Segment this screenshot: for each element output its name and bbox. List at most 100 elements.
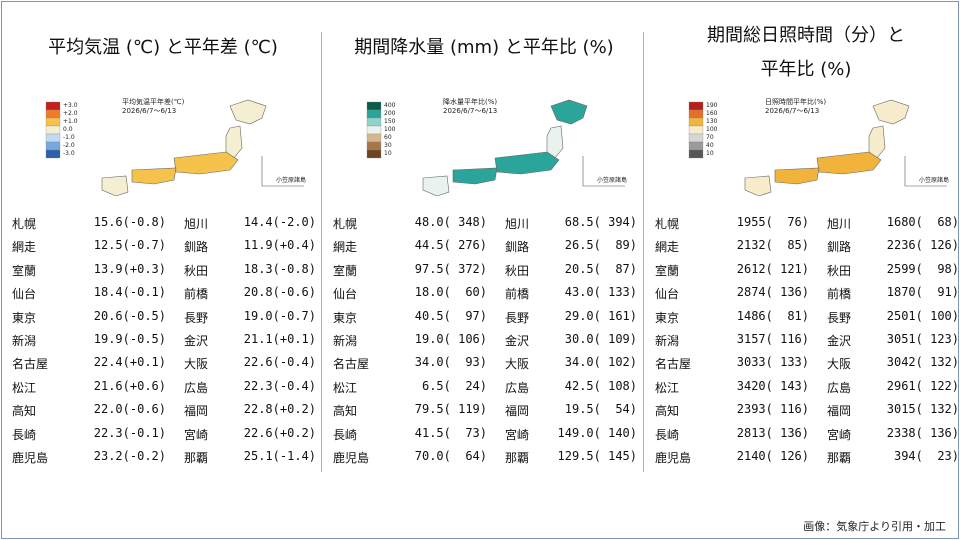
station-value: 15.6(-0.8) [93,215,166,229]
legend-swatch [366,125,382,135]
station-value: 22.8(+0.2) [243,402,316,417]
station-name: 高知 [333,404,358,419]
legend-swatch [45,149,61,159]
table-row: 高知 2393( 116) 福岡 3015( 132) [647,402,960,422]
station-name: 旭川 [184,217,209,231]
station-value: 21.6(+0.6) [93,378,166,393]
legend-swatch [45,109,61,119]
legend-label: 400 [384,102,396,109]
station-name: 松江 [333,380,358,395]
station-name: 釧路 [827,240,852,255]
legend-label: -1.0 [63,134,75,141]
table-row: 新潟 3157( 116) 金沢 3051( 123) [647,332,960,352]
station-value: 21.1(+0.1) [243,332,316,346]
kanto-chubu-region [173,151,239,175]
ogasawara-inset-frame [582,156,625,187]
station-value: 43.0( 133) [564,285,637,300]
station-name: 福岡 [505,404,530,419]
kinki-chugoku-region [774,167,820,185]
station-value: 1955( 76) [736,215,809,229]
legend-label: 100 [706,126,718,133]
station-value: 2236( 126) [886,238,959,253]
station-name: 秋田 [505,263,530,278]
legend-swatch [366,133,382,143]
station-name: 新潟 [333,334,358,348]
table-row: 仙台 2874( 136) 前橋 1870( 91) [647,285,960,305]
table-row: 東京 20.6(-0.5) 長野 19.0(-0.7) [4,309,322,329]
station-name: 長野 [827,310,852,325]
legend-label: 190 [706,102,718,109]
station-name: 那覇 [505,451,530,465]
station-value: 129.5( 145) [557,449,637,463]
panel-title: 期間総日照時間（分）と [707,25,905,46]
station-name: 東京 [12,310,37,325]
station-name: 東京 [333,310,358,325]
station-value: 18.3(-0.8) [243,261,316,276]
station-value: 22.4(+0.1) [93,355,166,370]
legend-label: 200 [384,110,396,117]
station-value: 3033( 133) [736,355,809,370]
station-value: 34.0( 93) [414,355,487,370]
table-row: 室蘭 13.9(+0.3) 秋田 18.3(-0.8) [4,262,322,282]
table-row: 札幌 15.6(-0.8) 旭川 14.4(-2.0) [4,215,322,235]
legend-label: 0.0 [63,126,73,133]
station-name: 広島 [184,380,209,395]
kanto-chubu-region [816,151,882,175]
panel-title: 期間降水量 (mm) と平年比 (%) [354,37,614,58]
tohoku-region [868,125,886,159]
station-value: 14.4(-2.0) [243,215,316,229]
station-name: 高知 [655,404,680,419]
table-row: 網走 2132( 85) 釧路 2236( 126) [647,238,960,258]
station-value: 3015( 132) [886,402,959,417]
ogasawara-label: 小笠原諸島 [919,176,949,184]
table-row: 松江 3420( 143) 広島 2961( 122) [647,379,960,399]
legend-swatch [45,125,61,135]
table-row: 高知 22.0(-0.6) 福岡 22.8(+0.2) [4,402,322,422]
hokkaido-region [550,99,588,125]
station-value: 13.9(+0.3) [93,261,166,276]
precipitation-panel: 期間降水量 (mm) と平年比 (%) 400 200 150 100 60 30 10 降水量… [325,0,643,480]
station-name: 網走 [333,240,358,255]
hokkaido-region [229,99,267,125]
legend-label: 30 [384,142,392,149]
kyushu-region [101,175,129,196]
station-name: 長崎 [12,427,37,442]
legend-label: 60 [384,134,392,141]
station-value: 20.8(-0.6) [243,285,316,300]
table-row: 室蘭 2612( 121) 秋田 2599( 98) [647,262,960,282]
panel-title-line2: 平年比 (%) [760,59,852,80]
map-caption: 平均気温平年差(℃) [122,97,185,106]
station-value: 79.5( 119) [414,402,487,417]
legend-label: +3.0 [63,102,78,109]
station-name: 仙台 [333,287,358,302]
station-name: 金沢 [184,334,209,348]
station-value: 3420( 143) [736,378,809,393]
station-name: 金沢 [827,334,852,348]
table-row: 仙台 18.4(-0.1) 前橋 20.8(-0.6) [4,285,322,305]
ogasawara-label: 小笠原諸島 [597,176,627,184]
panel-title: 平均気温 (℃) と平年差 (℃) [48,37,278,58]
station-name: 旭川 [827,217,852,231]
kyushu-region [744,175,772,196]
station-name: 前橋 [184,287,209,302]
table-row: 札幌 48.0( 348) 旭川 68.5( 394) [325,215,643,235]
station-value: 11.9(+0.4) [243,238,316,253]
station-name: 広島 [827,380,852,395]
station-name: 福岡 [184,404,209,419]
station-value: 42.5( 108) [564,378,637,393]
image-credit: 画像：気象庁より引用・加工 [803,520,946,533]
station-value: 97.5( 372) [414,261,487,276]
legend-label: -2.0 [63,142,75,149]
station-value: 2132( 85) [736,238,809,253]
station-name: 秋田 [827,263,852,278]
table-row: 新潟 19.9(-0.5) 金沢 21.1(+0.1) [4,332,322,352]
table-row: 東京 40.5( 97) 長野 29.0( 161) [325,309,643,329]
station-value: 29.0( 161) [564,308,637,323]
table-row: 室蘭 97.5( 372) 秋田 20.5( 87) [325,262,643,282]
station-name: 札幌 [333,217,358,231]
map-caption: 降水量平年比(%) [443,97,497,106]
station-value: 3042( 132) [886,355,959,370]
station-value: 19.9(-0.5) [93,332,166,346]
ogasawara-inset-frame [904,156,947,187]
table-row: 松江 6.5( 24) 広島 42.5( 108) [325,379,643,399]
